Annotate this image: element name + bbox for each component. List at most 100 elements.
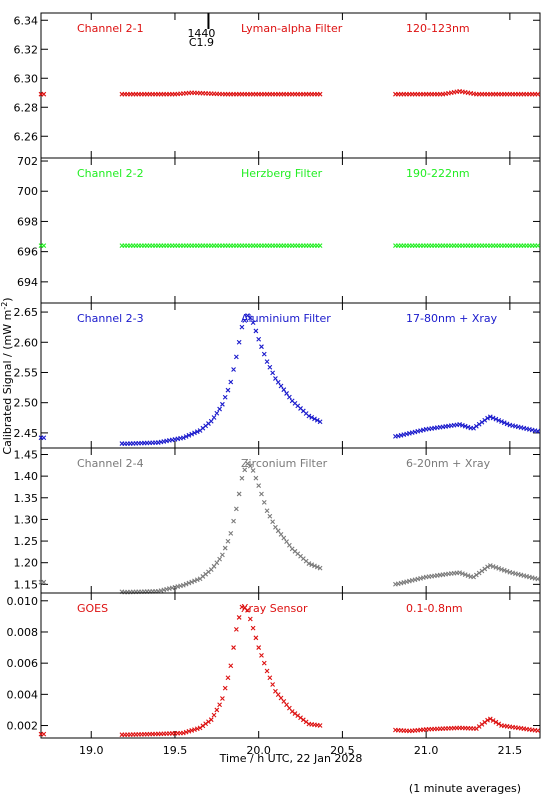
data-point	[273, 524, 278, 530]
panel-label: Channel 2-1	[77, 22, 144, 35]
data-point	[499, 566, 504, 572]
data-point	[228, 663, 234, 669]
data-point	[490, 564, 496, 569]
data-point	[186, 432, 192, 438]
data-point	[211, 415, 217, 420]
data-point	[228, 379, 234, 385]
data-point	[228, 531, 234, 536]
data-point	[211, 563, 217, 569]
flare-marker-time: 1440	[187, 27, 215, 40]
y-tick-label: 700	[17, 185, 38, 198]
data-point	[222, 545, 228, 551]
data-point	[496, 565, 502, 571]
panel-label: 17-80nm + Xray	[406, 312, 498, 325]
data-point	[496, 417, 502, 423]
data-point	[264, 359, 270, 364]
data-point	[535, 428, 541, 434]
data-point	[41, 243, 47, 248]
data-point	[490, 415, 496, 421]
data-point	[314, 564, 320, 570]
data-point	[499, 419, 504, 424]
data-point	[493, 565, 499, 570]
panel-1: 6.26 6.28 6.30 6.32 6.34 Channel 2-1 Lyman-alp…	[14, 12, 541, 159]
data-point	[284, 539, 289, 545]
data-point	[217, 556, 223, 562]
data-point	[194, 429, 200, 435]
panel-label: 0.1-0.8nm	[406, 602, 463, 615]
data-point	[211, 712, 217, 718]
data-point	[485, 717, 490, 723]
data-point	[281, 387, 287, 393]
data-point	[233, 506, 239, 512]
data-point	[231, 367, 236, 372]
x-tick-label: 21.5	[498, 744, 523, 757]
chart-panels: 6.26 6.28 6.30 6.32 6.34 Channel 2-1 Lyman-alp…	[7, 12, 541, 757]
data-point	[253, 635, 259, 641]
y-tick-label: 2.55	[14, 366, 39, 379]
data-point	[267, 675, 273, 681]
data-point	[194, 577, 200, 583]
data-point	[317, 723, 323, 728]
data-point	[41, 91, 47, 97]
data-point	[225, 675, 231, 681]
data-point	[220, 696, 225, 701]
data-point	[487, 563, 493, 568]
data-point	[214, 410, 220, 416]
data-point	[225, 538, 231, 544]
data-point	[236, 615, 242, 620]
data-point	[460, 571, 465, 577]
data-point	[250, 320, 256, 326]
data-point	[253, 328, 259, 334]
data-point	[261, 351, 267, 357]
y-axis-label-superscript: -2	[0, 302, 9, 310]
y-tick-label: 0.004	[7, 688, 39, 701]
y-tick-label: 6.34	[14, 14, 39, 27]
y-tick-label: 696	[17, 246, 38, 259]
data-point	[535, 243, 541, 248]
y-tick-label: 6.32	[14, 43, 39, 56]
footnote: (1 minute averages)	[409, 782, 521, 795]
data-point	[233, 354, 239, 360]
data-point	[189, 579, 195, 585]
panel-label: 6-20nm + Xray	[406, 457, 491, 470]
panel-label: Xray Sensor	[241, 602, 308, 615]
data-point	[41, 435, 47, 441]
data-point	[535, 576, 541, 582]
panel-label: Aluminium Filter	[241, 312, 331, 325]
data-point	[220, 552, 225, 558]
panel-5: 0.002 0.004 0.006 0.008 0.010 GOES Xray Sensor…	[7, 592, 541, 739]
panel-label: Channel 2-4	[77, 457, 144, 470]
data-point	[465, 573, 471, 579]
data-point	[493, 416, 499, 422]
data-point	[236, 339, 242, 345]
y-tick-label: 6.28	[14, 101, 39, 114]
data-point	[281, 535, 287, 541]
data-point	[267, 364, 273, 370]
data-point	[487, 716, 493, 722]
data-point	[309, 562, 315, 568]
data-point	[306, 413, 312, 419]
data-point	[242, 318, 248, 323]
data-point	[259, 652, 264, 658]
data-point	[270, 519, 276, 525]
x-tick-label: 20.0	[246, 744, 271, 757]
data-point	[535, 728, 541, 734]
panel-label: Channel 2-3	[77, 312, 144, 325]
data-point	[314, 417, 320, 423]
y-tick-label: 6.30	[14, 72, 39, 85]
panel-label: Herzberg Filter	[241, 167, 323, 180]
data-point	[317, 243, 323, 248]
x-tick-label: 20.5	[330, 744, 355, 757]
data-point	[493, 719, 499, 725]
data-point	[261, 660, 267, 666]
data-point	[239, 475, 245, 481]
data-point	[180, 582, 186, 588]
data-point	[253, 475, 259, 481]
data-point	[214, 707, 220, 713]
data-point	[317, 565, 323, 571]
panel-label: Channel 2-2	[77, 167, 144, 180]
data-point	[247, 463, 253, 469]
y-tick-label: 698	[17, 215, 38, 228]
data-point	[317, 91, 323, 97]
